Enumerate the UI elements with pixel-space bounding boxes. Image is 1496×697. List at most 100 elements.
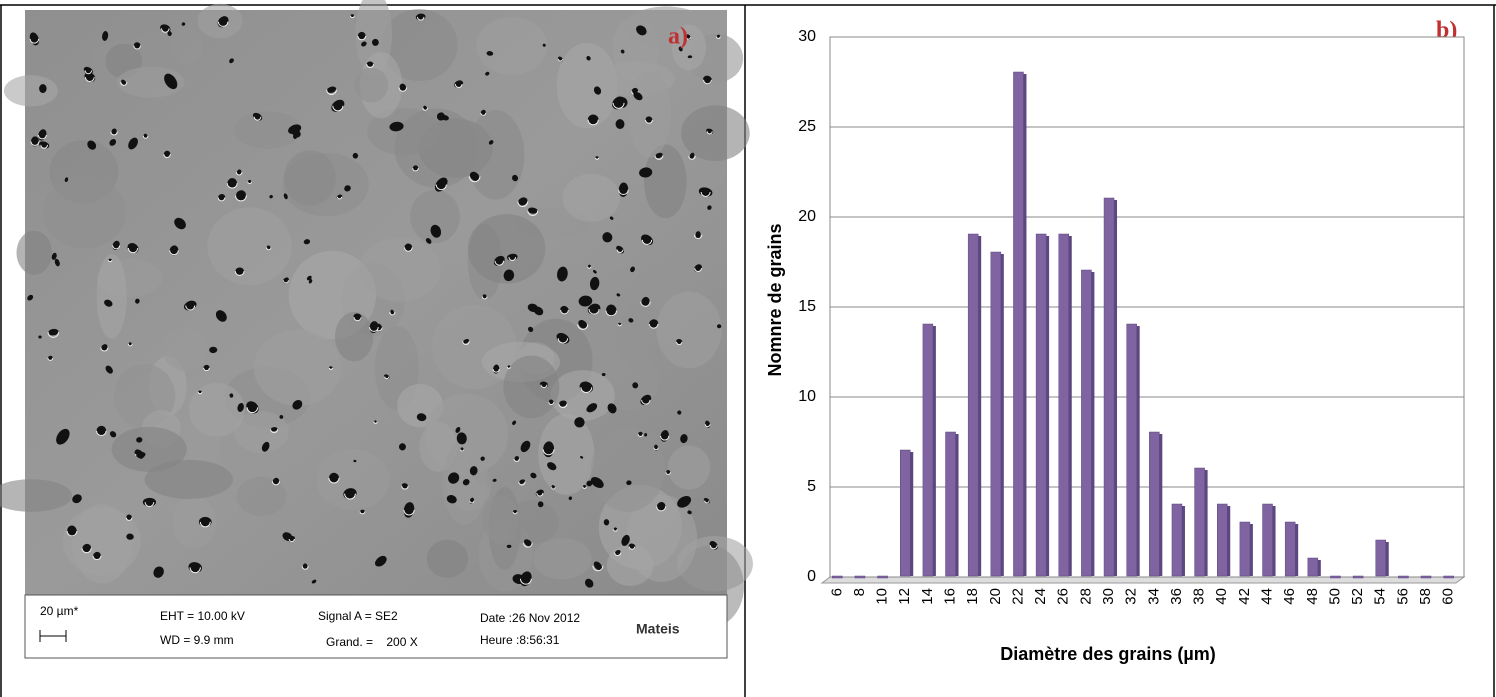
pore: [586, 480, 593, 487]
pore-edge: [704, 424, 711, 428]
grain: [532, 538, 592, 580]
pore: [716, 324, 722, 329]
grain: [467, 214, 546, 284]
bar-side: [1136, 326, 1140, 576]
pore: [587, 114, 599, 125]
pore: [655, 152, 663, 159]
y-tick-label: 15: [798, 298, 816, 315]
info-text: Heure :8:56:31: [480, 633, 560, 647]
pore: [326, 86, 337, 93]
pore-edge: [641, 399, 651, 405]
pore: [389, 121, 404, 132]
grain: [334, 311, 374, 362]
pore: [630, 266, 635, 273]
x-tick-label: 8: [851, 588, 868, 596]
grain: [671, 24, 707, 71]
pore-edge: [703, 79, 712, 85]
pore-edge: [640, 301, 651, 307]
pore-edge: [199, 521, 211, 528]
bar: [945, 431, 956, 577]
pore: [560, 305, 569, 314]
pore-edge: [384, 376, 390, 380]
pore: [109, 139, 117, 146]
bar: [900, 449, 911, 577]
x-tick-label: 52: [1349, 588, 1366, 605]
pore: [217, 16, 229, 28]
pore-edge: [468, 176, 481, 183]
pore: [518, 479, 525, 485]
pore: [680, 434, 688, 444]
pore-edge: [142, 135, 149, 139]
bar-side: [955, 434, 959, 576]
grain: [233, 111, 302, 149]
x-tick-label: 50: [1326, 588, 1343, 605]
bar-side: [1181, 506, 1185, 576]
pore-edge: [403, 247, 413, 252]
pore-edge: [616, 249, 624, 253]
bar: [1013, 71, 1024, 577]
x-tick-label: 48: [1304, 588, 1321, 605]
grain: [162, 327, 208, 371]
pore: [366, 61, 374, 67]
pore: [616, 293, 621, 297]
bar: [1081, 269, 1092, 577]
pore-edge: [694, 268, 703, 272]
pore-edge: [542, 449, 555, 456]
pore: [677, 495, 692, 508]
pore-edge: [435, 184, 447, 191]
bar: [1103, 197, 1115, 577]
pore: [621, 534, 630, 546]
pore: [261, 441, 270, 452]
bar-side: [1046, 236, 1050, 576]
pore: [282, 277, 289, 284]
pore-edge: [81, 548, 92, 554]
pore: [579, 381, 594, 393]
pore-edge: [412, 168, 419, 172]
pore: [656, 502, 666, 511]
info-text: WD = 9.9 mm: [160, 633, 234, 647]
x-tick-label: 60: [1440, 588, 1457, 605]
bar: [1284, 521, 1296, 577]
pore: [401, 483, 409, 489]
pore: [133, 42, 141, 49]
pore: [593, 86, 602, 95]
pore: [547, 462, 557, 471]
grain: [466, 110, 525, 200]
grain: [556, 42, 618, 129]
pore: [246, 401, 259, 414]
sem-panel: a) 20 µm* EHT = 10.00 kV WD = 9.9 mm Sig…: [0, 0, 753, 659]
pore: [128, 137, 138, 150]
bar-side: [1249, 524, 1253, 576]
pore-edge: [332, 105, 344, 112]
pore: [227, 178, 238, 189]
pore-edge: [645, 119, 653, 124]
pore: [462, 479, 470, 486]
pore-edge: [96, 430, 107, 436]
pore-edge: [328, 367, 333, 370]
bar: [1171, 503, 1183, 577]
pore: [127, 243, 139, 254]
pore-edge: [660, 435, 670, 441]
pore-edge: [235, 172, 243, 176]
pore: [163, 150, 171, 158]
bar: [1035, 233, 1047, 577]
bar-side: [1091, 272, 1095, 576]
pore: [586, 55, 591, 61]
pore: [47, 355, 53, 360]
pore-edge: [226, 183, 238, 189]
pore-edge: [522, 542, 533, 548]
bar-side: [1295, 524, 1299, 576]
pore-edge: [460, 449, 465, 452]
pore-edge: [612, 102, 625, 109]
info-text: 20 µm*: [40, 604, 79, 618]
pore-edge: [270, 429, 279, 434]
pore-edge: [693, 234, 703, 239]
pore: [518, 197, 528, 206]
pore: [247, 179, 252, 184]
pore: [198, 516, 212, 527]
pore: [308, 279, 313, 284]
pore: [87, 140, 97, 150]
pore: [694, 264, 703, 272]
pore: [30, 136, 39, 147]
